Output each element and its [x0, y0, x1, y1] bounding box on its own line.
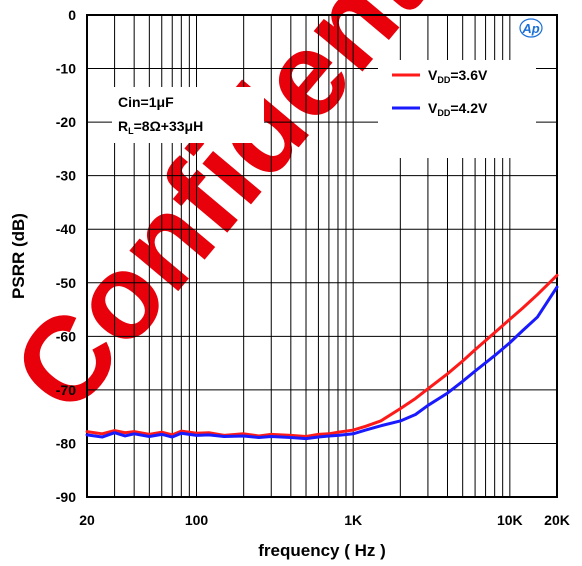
x-tick-label: 1K	[344, 512, 362, 528]
legend-label-rest: =3.6V	[450, 67, 488, 83]
y-tick-label: -70	[56, 382, 76, 398]
ap-logo: Ap	[519, 18, 543, 38]
annotation-load-main: R	[118, 118, 128, 134]
y-axis-title: PSRR (dB)	[9, 213, 28, 299]
legend-label-1: VDD=3.6V	[428, 67, 488, 85]
x-tick-label: 20K	[544, 512, 570, 528]
annotation-load: RL=8Ω+33μH	[118, 118, 203, 136]
series-line-1	[85, 273, 559, 438]
legend-label-sub: DD	[437, 108, 450, 118]
annotation-box	[112, 87, 264, 143]
annotation-cin: Cin=1μF	[118, 94, 174, 110]
y-tick-label: -20	[56, 114, 76, 130]
ap-logo-text: Ap	[521, 21, 539, 36]
y-tick-label: -80	[56, 435, 76, 451]
x-axis-title: frequency ( Hz )	[258, 541, 386, 560]
y-tick-label: -60	[56, 328, 76, 344]
plot-frame	[86, 14, 558, 498]
x-tick-label: 100	[185, 512, 209, 528]
legend-label-sub: DD	[437, 75, 450, 85]
annotation-load-sub: L	[128, 126, 134, 136]
y-tick-label: -30	[56, 168, 76, 184]
ap-logo-ring	[519, 18, 543, 38]
y-tick-label: -10	[56, 61, 76, 77]
y-tick-label: -50	[56, 275, 76, 291]
legend-label-2: VDD=4.2V	[428, 100, 488, 118]
series-group	[85, 273, 559, 441]
annotation-load-rest: =8Ω+33μH	[134, 118, 204, 134]
series-line-2	[85, 285, 559, 441]
legend-label-main: V	[428, 67, 438, 83]
x-tick-label: 20	[79, 512, 95, 528]
x-tick-label: 10K	[497, 512, 523, 528]
legend-label-main: V	[428, 100, 438, 116]
legend-label-rest: =4.2V	[450, 100, 488, 116]
y-tick-label: 0	[68, 7, 76, 23]
y-tick-label: -40	[56, 221, 76, 237]
y-tick-label: -90	[56, 489, 76, 505]
